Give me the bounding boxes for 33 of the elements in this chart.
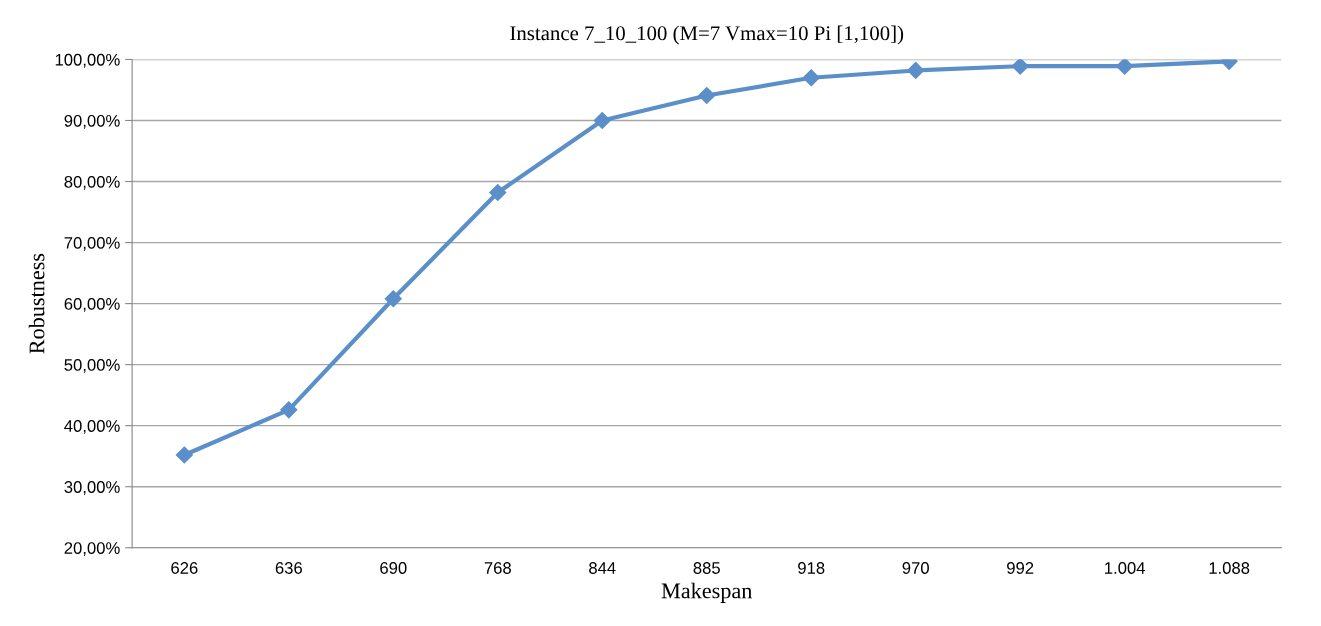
x-tick-label: 885 xyxy=(693,562,720,574)
y-tick-label: 90,00% xyxy=(64,114,120,129)
point xyxy=(698,86,716,105)
point xyxy=(1011,59,1029,75)
y-tick-label: 50,00% xyxy=(64,359,120,373)
x-tick-label: 690 xyxy=(380,562,407,574)
y-tick-label: 30,00% xyxy=(64,481,120,495)
point xyxy=(593,111,611,130)
x-tick-label: 1.088 xyxy=(1209,562,1250,574)
x-tick-label: 636 xyxy=(275,562,302,574)
x-axis-title: Makespan xyxy=(661,582,753,603)
point xyxy=(384,290,402,308)
x-tick-label: 992 xyxy=(1007,562,1034,574)
x-tick-label: 1.004 xyxy=(1105,562,1146,574)
point xyxy=(280,401,298,419)
y-axis-title: Robustness xyxy=(28,253,45,354)
y-tick-label: 60,00% xyxy=(64,298,120,312)
point xyxy=(175,446,193,464)
x-tick-label: 626 xyxy=(171,562,198,574)
x-tick-label: 768 xyxy=(484,562,511,574)
y-tick-label: 100,00% xyxy=(55,53,120,68)
x-tick-label: 970 xyxy=(902,562,929,574)
point xyxy=(489,183,507,202)
y-tick-label: 20,00% xyxy=(64,542,120,556)
y-tick-label: 40,00% xyxy=(64,420,120,434)
point xyxy=(802,69,820,87)
point xyxy=(1116,59,1134,75)
x-tick-label: 844 xyxy=(589,562,616,574)
chart-title: Instance 7_10_100 (M=7 Vmax=10 Pi [1,100]) xyxy=(510,25,904,45)
x-tick-label: 918 xyxy=(798,562,825,574)
y-tick-label: 80,00% xyxy=(64,175,120,190)
y-tick-label: 70,00% xyxy=(64,236,120,251)
point xyxy=(907,61,925,80)
